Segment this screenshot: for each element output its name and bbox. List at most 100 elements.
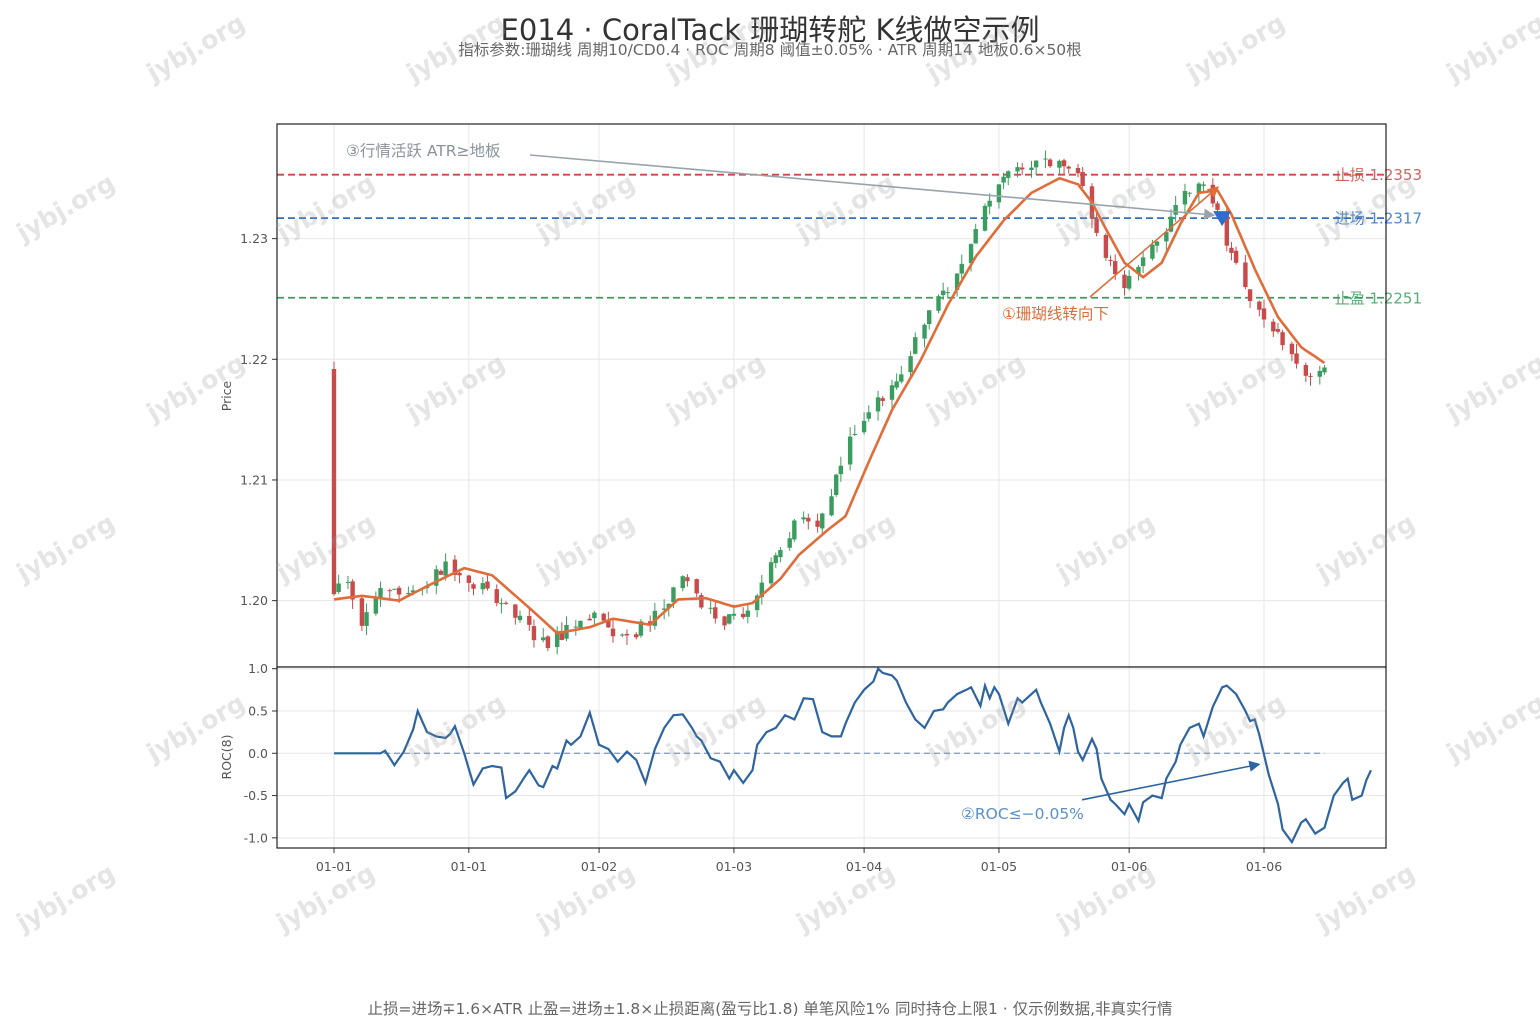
candle-up [834, 474, 839, 495]
candle-up [410, 590, 416, 593]
roc-line [334, 666, 1372, 845]
candle-up [940, 290, 946, 296]
chart-title: E014 · CoralTack 珊瑚转舵 K线做空示例 [501, 13, 1040, 47]
candle-up [1168, 216, 1174, 232]
candle-down [699, 595, 704, 608]
roc-ytick-label: 1.0 [248, 661, 268, 676]
candle-down [527, 616, 532, 625]
candle-up [1126, 275, 1132, 289]
candle-down [1094, 218, 1099, 233]
candle-down [1047, 159, 1053, 167]
roc-ytick-label: 0.0 [248, 746, 268, 761]
candle-up [866, 412, 871, 419]
candle-up [968, 244, 974, 264]
watermark-text: jybj.org [1051, 858, 1160, 938]
candle-up [973, 229, 978, 244]
candle-down [713, 607, 718, 619]
candle-up [792, 520, 797, 540]
coral-turn-label: ①珊瑚线转向下 [1002, 305, 1109, 323]
candle-up [945, 292, 950, 294]
candle-up [1015, 167, 1020, 172]
candle-down [601, 613, 606, 621]
candle-down [815, 520, 820, 527]
candle-down [1294, 353, 1299, 364]
candle-down [471, 584, 476, 589]
candle-up [652, 610, 658, 626]
candle-up [1150, 244, 1155, 259]
candle-up [982, 205, 988, 231]
roc-cross-label: ②ROC≤−0.05% [961, 805, 1084, 823]
candle-down [1066, 166, 1071, 169]
candle-up [852, 433, 857, 435]
candle-up [1136, 266, 1141, 274]
candle-up [443, 561, 448, 576]
candle-up [1317, 370, 1322, 377]
candle-up [1057, 160, 1062, 168]
candle-up [1182, 190, 1188, 205]
candle-up [996, 184, 1002, 203]
candle-up [620, 634, 625, 636]
watermark-text: jybj.org [1441, 688, 1540, 768]
candle-up [406, 592, 411, 595]
candle-up [987, 200, 992, 207]
candle-up [517, 615, 523, 621]
candle-up [820, 513, 825, 529]
candle-up [345, 581, 351, 583]
roc-panel-frame [277, 667, 1386, 848]
watermark-text: jybj.org [1441, 8, 1540, 88]
price-ytick-label: 1.23 [240, 231, 268, 246]
candle-up [680, 576, 685, 589]
candle-down [1243, 262, 1248, 288]
candle-down [741, 613, 746, 618]
candle-down [494, 589, 499, 604]
roc-ytick-label: -0.5 [244, 788, 268, 803]
price-levels: 止损 1.2353 进场 1.2317 止盈 1.2251 [277, 166, 1422, 307]
candle-down [606, 619, 611, 628]
candle-up [392, 588, 397, 590]
x-tick-label: 01-06 [1111, 859, 1147, 874]
price-y-label: Price [219, 380, 234, 411]
roc-y-ticks: -1.0 -0.5 0.0 0.5 1.0 [244, 661, 277, 845]
candle-up [745, 610, 751, 617]
watermark-text: jybj.org [1181, 8, 1290, 88]
candle-down [438, 570, 444, 575]
candle-up [661, 608, 667, 610]
candle-up [1001, 176, 1006, 183]
candle-up [1154, 241, 1160, 246]
roc-annotations: ②ROC≤−0.05% [961, 760, 1261, 823]
candle-up [773, 555, 778, 564]
candle-up [708, 607, 713, 609]
candle-up [1322, 367, 1327, 373]
candle-up [954, 273, 960, 290]
candle-up [899, 374, 904, 382]
candle-down [531, 626, 537, 641]
candle-up [754, 595, 760, 611]
watermark-text: jybj.org [141, 8, 250, 88]
candle-up [787, 538, 792, 548]
candle-down [559, 630, 565, 641]
candle-up [1201, 184, 1206, 186]
candle-down [624, 633, 630, 636]
candle-down [1122, 274, 1127, 289]
candle-down [485, 581, 490, 589]
candle-down [396, 587, 402, 595]
candle-up [894, 381, 899, 388]
candle-up [801, 517, 806, 520]
candle-up [889, 385, 895, 400]
entry-level-label: 进场 1.2317 [1335, 210, 1422, 228]
candle-down [1247, 289, 1253, 302]
target-level-label: 止盈 1.2251 [1335, 289, 1422, 307]
x-axis-ticks: 01-01 01-01 01-02 01-03 01-04 01-05 01-06 01-06 [316, 848, 1282, 874]
atr-active-arrow [529, 154, 1216, 220]
chart-subtitle: 指标参数:珊瑚线 周期10/CD0.4 · ROC 周期8 阈值±0.05% ·… [458, 41, 1081, 59]
candle-up [727, 614, 732, 624]
candle-up [838, 465, 844, 475]
candle-up [1173, 205, 1178, 215]
candle-up [1187, 192, 1192, 194]
candle-down [1108, 259, 1113, 261]
footer-note: 止损=进场∓1.6×ATR 止盈=进场±1.8×止损距离(盈亏比1.8) 单笔风… [367, 1000, 1172, 1018]
candle-up [847, 436, 853, 465]
candle-up [336, 583, 341, 593]
candle-down [880, 398, 885, 401]
candle-up [861, 420, 867, 433]
